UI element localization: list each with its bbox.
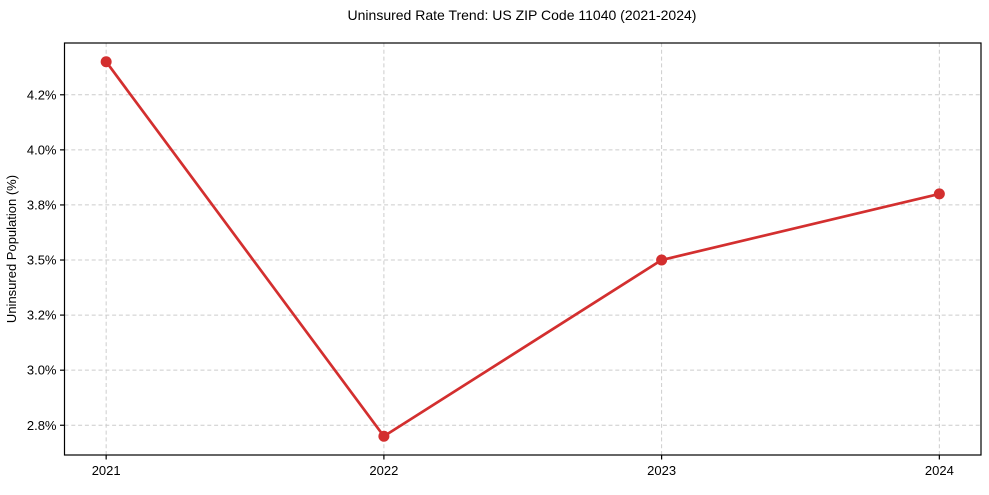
data-point-marker xyxy=(378,430,390,442)
x-tick-label: 2022 xyxy=(369,463,398,478)
y-tick-label: 2.8% xyxy=(27,418,57,433)
data-series xyxy=(100,56,945,442)
y-tick-label: 3.0% xyxy=(27,363,57,378)
plot-border xyxy=(63,42,982,456)
y-tick-label: 3.8% xyxy=(27,197,57,212)
y-tick-label: 3.5% xyxy=(27,253,57,268)
axis-layer: 2.8% 3.0% 3.2% 3.5% 3.8% 4.0% 4.2% 2021 2022 2023… xyxy=(27,42,982,478)
y-tick-label: 4.2% xyxy=(27,87,57,102)
data-point-marker xyxy=(100,56,112,68)
x-tick-label: 2023 xyxy=(647,463,676,478)
x-tick-label: 2021 xyxy=(92,463,121,478)
trend-line xyxy=(104,60,941,438)
data-point-marker xyxy=(656,254,668,266)
grid-layer xyxy=(64,43,981,455)
y-tick-label: 4.0% xyxy=(27,142,57,157)
data-point-marker xyxy=(933,188,945,200)
y-tick-label: 3.2% xyxy=(27,308,57,323)
x-tick-label: 2024 xyxy=(925,463,954,478)
chart-title: Uninsured Rate Trend: US ZIP Code 11040 … xyxy=(348,7,697,23)
y-axis-label: Uninsured Population (%) xyxy=(4,175,19,323)
